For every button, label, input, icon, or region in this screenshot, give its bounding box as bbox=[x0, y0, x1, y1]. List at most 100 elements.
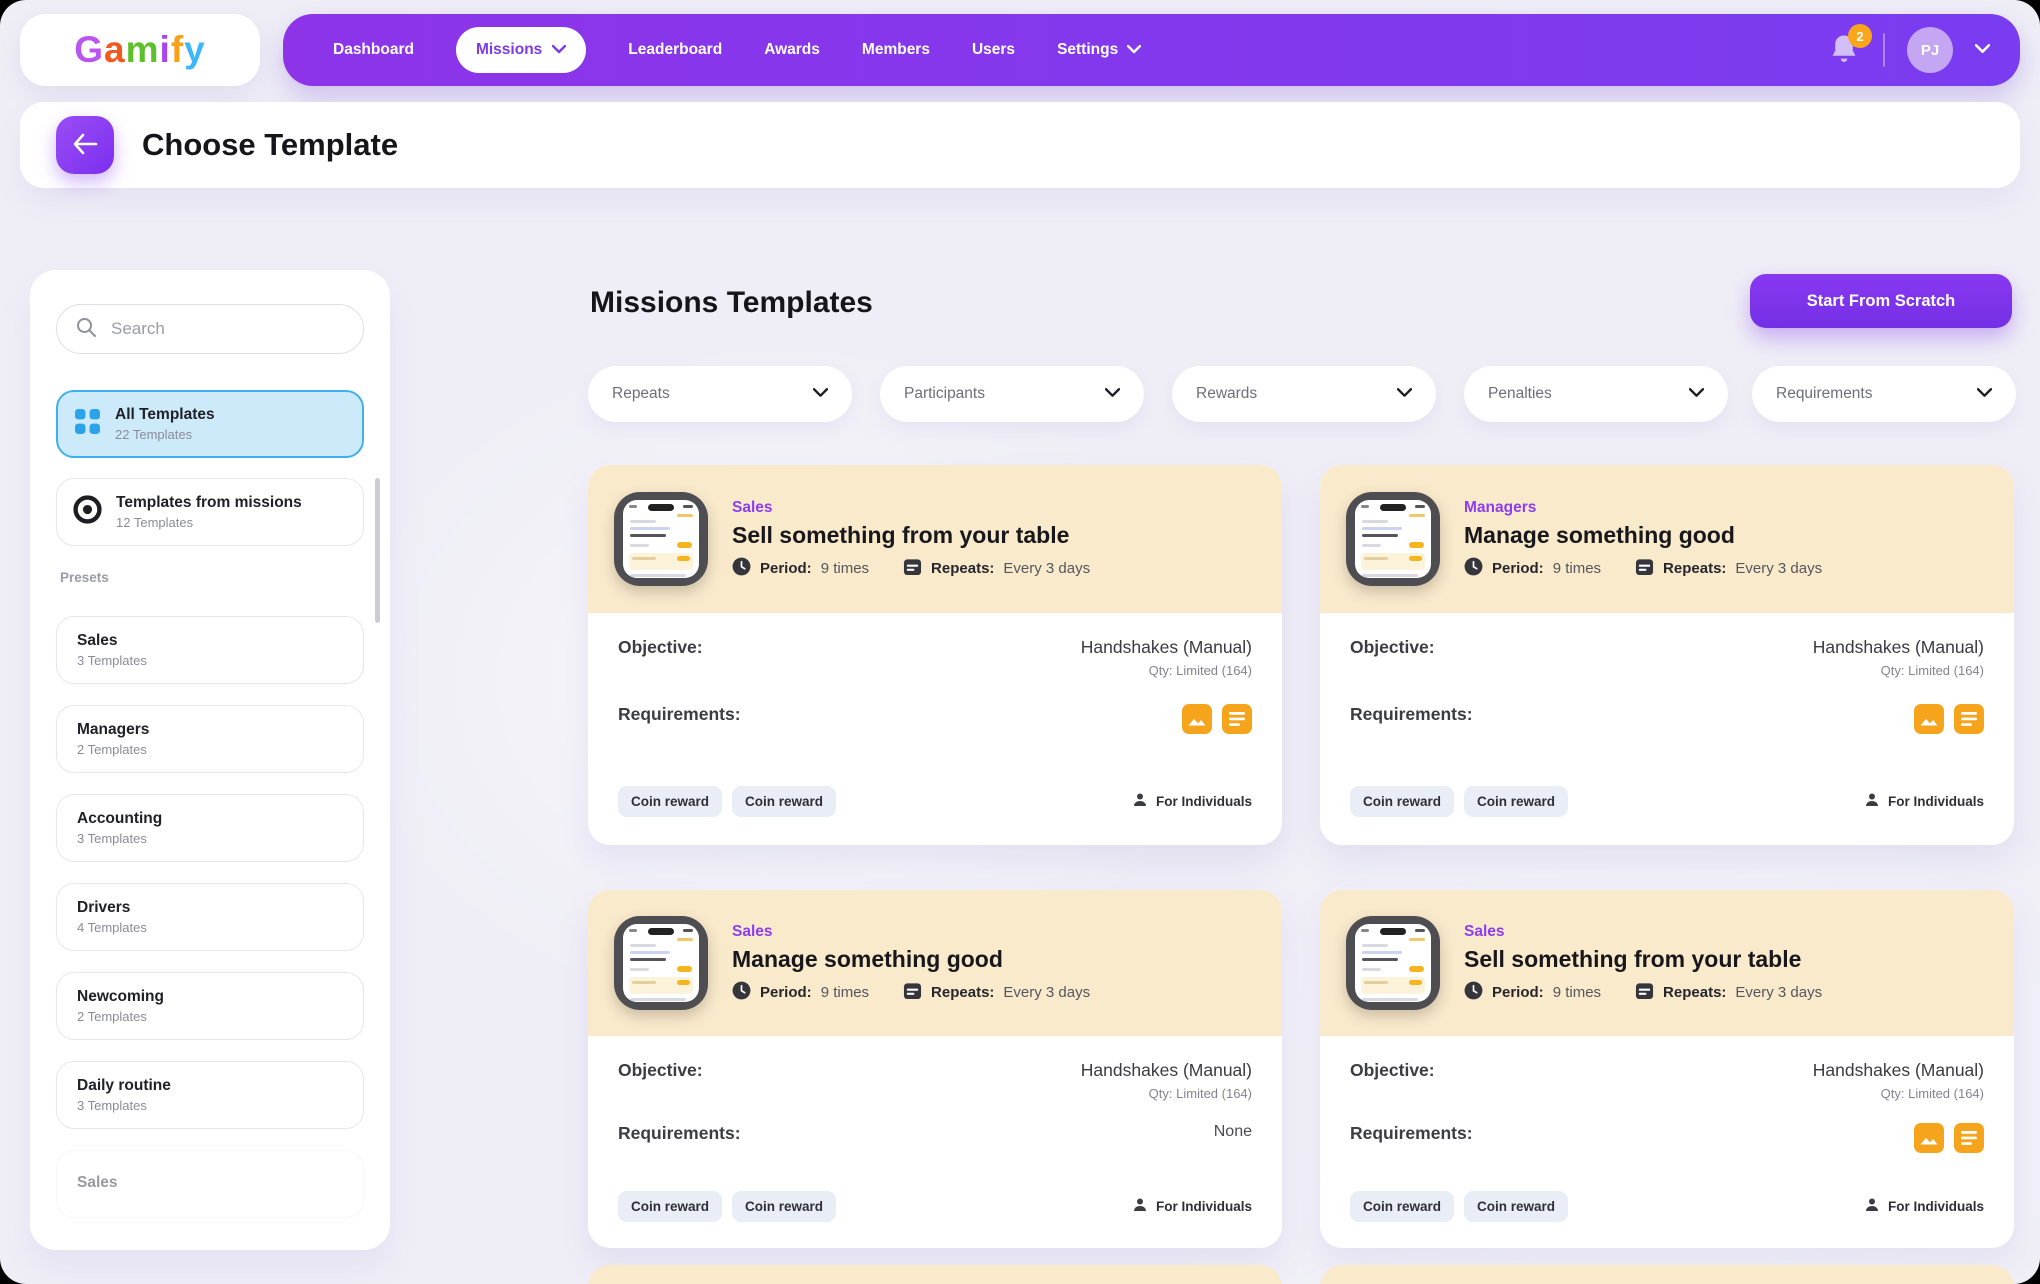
template-card[interactable]: Sales Sell something from your table Per… bbox=[1320, 890, 2014, 1248]
qty-value: Qty: Limited (164) bbox=[1880, 663, 1984, 678]
filter-penalties[interactable]: Penalties bbox=[1464, 366, 1728, 422]
card-header: Managers Manage something good Period: 9… bbox=[1320, 465, 2014, 613]
list-icon bbox=[1954, 1123, 1984, 1158]
search-box bbox=[56, 304, 364, 354]
nav-right-cluster: 2 PJ bbox=[1829, 24, 1991, 73]
card-category: Sales bbox=[732, 498, 773, 516]
card-footer: Coin reward Coin reward For Individuals bbox=[1320, 786, 2014, 845]
sidebar-preset-accounting[interactable]: Accounting 3 Templates bbox=[56, 794, 364, 862]
start-from-scratch-button[interactable]: Start From Scratch bbox=[1750, 274, 2012, 328]
nav-item-leaderboard[interactable]: Leaderboard bbox=[628, 41, 723, 58]
phone-preview-thumbnail bbox=[614, 492, 708, 586]
notifications-button[interactable]: 2 bbox=[1829, 24, 1872, 67]
template-card[interactable]: Sales Manage something good Period: 9 ti… bbox=[588, 890, 1282, 1248]
nav-item-dashboard[interactable]: Dashboard bbox=[333, 41, 414, 58]
card-footer: Coin reward Coin reward For Individuals bbox=[1320, 1191, 2014, 1248]
period-value: 9 times bbox=[820, 983, 870, 1001]
list-icon bbox=[1222, 704, 1252, 739]
repeats-label: Repeats: bbox=[931, 983, 995, 1001]
filter-label: Requirements bbox=[1776, 385, 1873, 402]
back-button[interactable] bbox=[56, 116, 114, 174]
audience-label: For Individuals bbox=[1155, 1199, 1252, 1214]
sidebar-preset-managers[interactable]: Managers 2 Templates bbox=[56, 705, 364, 773]
card-category: Sales bbox=[1464, 922, 1505, 940]
objective-label: Objective: bbox=[1350, 1060, 1435, 1080]
filter-requirements[interactable]: Requirements bbox=[1752, 366, 2016, 422]
grid-icon bbox=[74, 408, 101, 440]
filter-participants[interactable]: Participants bbox=[880, 366, 1144, 422]
preset-title: Sales bbox=[77, 632, 118, 649]
reward-chip: Coin reward bbox=[732, 786, 837, 817]
template-card[interactable]: Managers Manage something good Period: 9… bbox=[1320, 465, 2014, 845]
user-avatar[interactable]: PJ bbox=[1907, 27, 1953, 73]
card-meta: Period: 9 times Repeats: Every 3 days bbox=[1464, 981, 1822, 1004]
period-value: 9 times bbox=[1552, 559, 1602, 577]
preset-title: Drivers bbox=[77, 899, 131, 916]
logo-letter: a bbox=[104, 29, 126, 70]
requirements-label: Requirements: bbox=[618, 704, 741, 724]
card-title: Sell something from your table bbox=[732, 521, 1070, 548]
period-label: Period: bbox=[760, 983, 812, 1001]
sidebar-item-all-templates[interactable]: All Templates 22 Templates bbox=[56, 390, 364, 458]
logo-letter: m bbox=[125, 29, 160, 70]
repeats-label: Repeats: bbox=[931, 559, 995, 577]
logo-letter: f bbox=[170, 29, 185, 70]
sidebar-preset-sales[interactable]: Sales 3 Templates bbox=[56, 616, 364, 684]
period-label: Period: bbox=[1492, 983, 1544, 1001]
reward-chip: Coin reward bbox=[618, 1191, 723, 1222]
sidebar-scrollbar[interactable] bbox=[375, 478, 380, 623]
chevron-down-icon bbox=[1127, 41, 1142, 59]
chevron-down-icon[interactable] bbox=[1974, 41, 1991, 59]
nav-item-members[interactable]: Members bbox=[861, 41, 930, 58]
qty-value: Qty: Limited (164) bbox=[1148, 663, 1252, 678]
chevron-down-icon bbox=[552, 41, 567, 59]
nav-item-users[interactable]: Users bbox=[971, 41, 1016, 58]
card-title: Manage something good bbox=[1464, 521, 1735, 548]
calendar-icon bbox=[1635, 981, 1654, 1004]
card-body: Objective: Handshakes (Manual) Qty: Limi… bbox=[1320, 613, 2014, 739]
repeats-value: Every 3 days bbox=[1735, 983, 1823, 1001]
calendar-icon bbox=[903, 557, 922, 580]
preset-subtitle: 3 Templates bbox=[77, 653, 147, 668]
templates-sidebar: All Templates 22 Templates Templates fro… bbox=[30, 270, 390, 1250]
nav-item-settings[interactable]: Settings bbox=[1057, 41, 1142, 59]
person-icon bbox=[1864, 792, 1880, 811]
qty-value: Qty: Limited (164) bbox=[1880, 1086, 1984, 1101]
period-label: Period: bbox=[760, 559, 812, 577]
filter-repeats[interactable]: Repeats bbox=[588, 366, 852, 422]
calendar-icon bbox=[903, 981, 922, 1004]
objective-label: Objective: bbox=[1350, 637, 1435, 657]
audience-indicator: For Individuals bbox=[1864, 1197, 1984, 1216]
reward-chip: Coin reward bbox=[618, 786, 723, 817]
sidebar-item-templates-from-missions[interactable]: Templates from missions 12 Templates bbox=[56, 478, 364, 546]
search-input[interactable] bbox=[109, 318, 309, 340]
card-body: Objective: Handshakes (Manual) Qty: Limi… bbox=[588, 1036, 1282, 1144]
requirements-label: Requirements: bbox=[618, 1123, 741, 1143]
phone-preview-thumbnail bbox=[1346, 916, 1440, 1010]
sidebar-preset-drivers[interactable]: Drivers 4 Templates bbox=[56, 883, 364, 951]
preset-title: Sales bbox=[77, 1173, 118, 1191]
chevron-down-icon bbox=[812, 385, 829, 403]
person-icon bbox=[1132, 1197, 1148, 1216]
filter-rewards[interactable]: Rewards bbox=[1172, 366, 1436, 422]
requirements-label: Requirements: bbox=[1350, 704, 1473, 724]
nav-item-missions[interactable]: Missions bbox=[455, 27, 587, 73]
sidebar-preset-daily-routine[interactable]: Daily routine 3 Templates bbox=[56, 1061, 364, 1129]
notification-badge: 2 bbox=[1848, 24, 1872, 48]
preset-subtitle: 4 Templates bbox=[77, 920, 147, 935]
card-meta: Period: 9 times Repeats: Every 3 days bbox=[732, 981, 1090, 1004]
sidebar-preset-newcoming[interactable]: Newcoming 2 Templates bbox=[56, 972, 364, 1040]
clock-icon bbox=[1464, 557, 1483, 580]
page-title: Choose Template bbox=[142, 127, 399, 162]
period-label: Period: bbox=[1492, 559, 1544, 577]
calendar-icon bbox=[1635, 557, 1654, 580]
sidebar-preset-sales-2[interactable]: Sales bbox=[56, 1150, 364, 1218]
preset-subtitle: 2 Templates bbox=[77, 742, 147, 757]
logo-letter: y bbox=[184, 29, 206, 70]
template-card[interactable]: Sales Sell something from your table Per… bbox=[588, 465, 1282, 845]
nav-item-awards[interactable]: Awards bbox=[764, 41, 820, 58]
card-header-partial bbox=[588, 1265, 1282, 1284]
